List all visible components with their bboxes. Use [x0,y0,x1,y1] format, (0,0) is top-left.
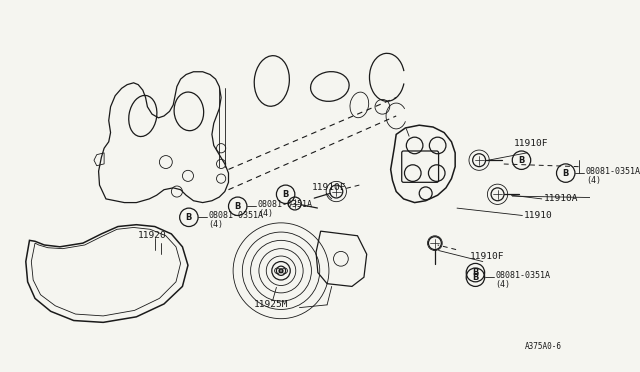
Text: B: B [563,169,569,177]
Text: 08081-0351A: 08081-0351A [208,211,263,220]
Text: 11910: 11910 [524,211,552,220]
Text: B: B [186,213,192,222]
Text: (4): (4) [496,280,511,289]
Text: 11920: 11920 [138,231,167,240]
Text: (4): (4) [208,220,223,229]
Text: (4): (4) [258,209,273,218]
Text: 11925M: 11925M [253,300,288,310]
Text: B: B [472,273,479,282]
Text: B: B [234,202,241,211]
Text: A375A0-6: A375A0-6 [525,342,562,351]
Text: 11910A: 11910A [543,195,578,203]
Text: 11910F: 11910F [514,139,548,148]
Text: 11910F: 11910F [470,251,504,260]
Text: 08081-0351A: 08081-0351A [586,167,640,176]
Text: B: B [472,268,479,277]
Text: B: B [518,156,525,165]
Text: B: B [282,190,289,199]
Text: 08081-0351A: 08081-0351A [258,200,313,209]
Text: 08081-0351A: 08081-0351A [496,271,550,280]
Text: 11910F: 11910F [312,183,346,192]
Text: (4): (4) [586,176,601,185]
